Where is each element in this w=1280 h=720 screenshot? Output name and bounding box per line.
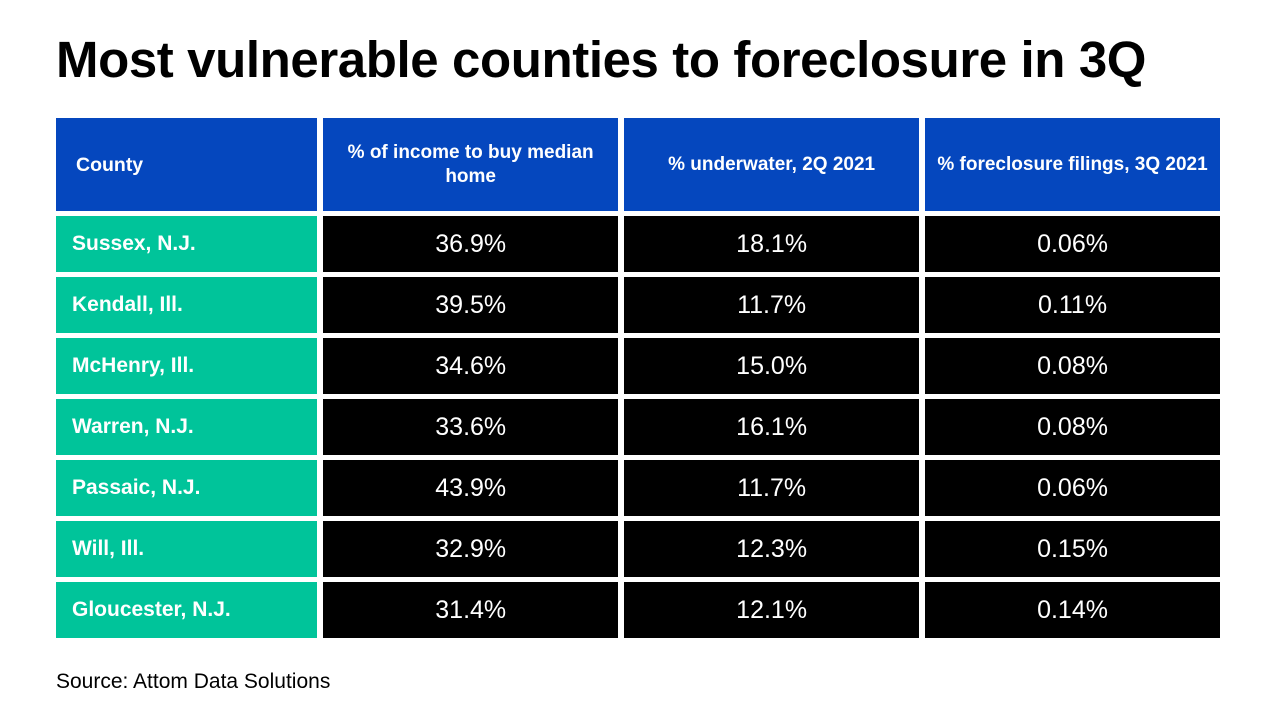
cell-county: Warren, N.J. — [56, 399, 318, 455]
cell-county: Passaic, N.J. — [56, 460, 318, 516]
source-note: Source: Attom Data Solutions — [56, 670, 331, 693]
cell-foreclosure-pct: 0.11% — [925, 277, 1220, 333]
cell-income-pct: 39.5% — [323, 277, 619, 333]
table-row: Passaic, N.J. 43.9% 11.7% 0.06% — [56, 460, 1220, 516]
cell-foreclosure-pct: 0.06% — [925, 216, 1220, 272]
cell-underwater-pct: 15.0% — [624, 338, 920, 394]
cell-underwater-pct: 12.1% — [624, 582, 920, 638]
column-header-foreclosure-pct: % foreclosure filings, 3Q 2021 — [925, 118, 1220, 211]
cell-foreclosure-pct: 0.14% — [925, 582, 1220, 638]
cell-income-pct: 33.6% — [323, 399, 619, 455]
column-header-income-pct: % of income to buy median home — [323, 118, 619, 211]
cell-income-pct: 32.9% — [323, 521, 619, 577]
table-row: Warren, N.J. 33.6% 16.1% 0.08% — [56, 399, 1220, 455]
table-row: Kendall, Ill. 39.5% 11.7% 0.11% — [56, 277, 1220, 333]
cell-county: Gloucester, N.J. — [56, 582, 318, 638]
page-title: Most vulnerable counties to foreclosure … — [56, 31, 1147, 88]
foreclosure-table: County % of income to buy median home % … — [56, 118, 1220, 638]
cell-underwater-pct: 12.3% — [624, 521, 920, 577]
table-row: Gloucester, N.J. 31.4% 12.1% 0.14% — [56, 582, 1220, 638]
cell-foreclosure-pct: 0.08% — [925, 338, 1220, 394]
cell-underwater-pct: 11.7% — [624, 460, 920, 516]
cell-foreclosure-pct: 0.08% — [925, 399, 1220, 455]
table-header-row: County % of income to buy median home % … — [56, 118, 1220, 211]
cell-income-pct: 36.9% — [323, 216, 619, 272]
cell-county: Kendall, Ill. — [56, 277, 318, 333]
table-row: Sussex, N.J. 36.9% 18.1% 0.06% — [56, 216, 1220, 272]
cell-income-pct: 34.6% — [323, 338, 619, 394]
cell-underwater-pct: 11.7% — [624, 277, 920, 333]
column-header-underwater-pct: % underwater, 2Q 2021 — [624, 118, 920, 211]
cell-county: Will, Ill. — [56, 521, 318, 577]
cell-underwater-pct: 16.1% — [624, 399, 920, 455]
cell-county: McHenry, Ill. — [56, 338, 318, 394]
table-row: McHenry, Ill. 34.6% 15.0% 0.08% — [56, 338, 1220, 394]
column-header-county: County — [56, 118, 318, 211]
cell-foreclosure-pct: 0.15% — [925, 521, 1220, 577]
cell-county: Sussex, N.J. — [56, 216, 318, 272]
table-row: Will, Ill. 32.9% 12.3% 0.15% — [56, 521, 1220, 577]
cell-underwater-pct: 18.1% — [624, 216, 920, 272]
cell-foreclosure-pct: 0.06% — [925, 460, 1220, 516]
cell-income-pct: 43.9% — [323, 460, 619, 516]
cell-income-pct: 31.4% — [323, 582, 619, 638]
